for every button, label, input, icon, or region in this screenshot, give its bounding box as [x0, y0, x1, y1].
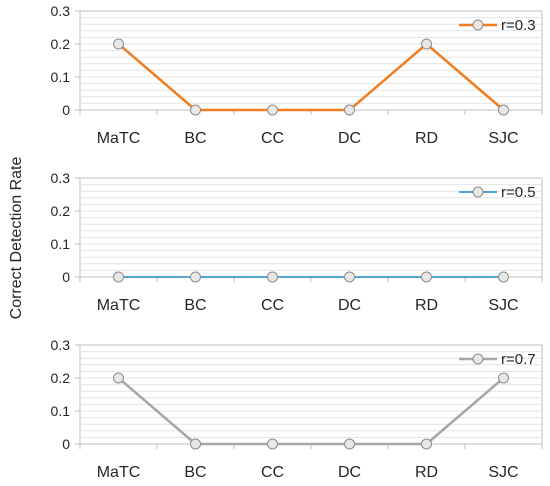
- data-point: [267, 271, 278, 283]
- legend-marker: [472, 353, 484, 365]
- data-point: [498, 271, 509, 283]
- data-point: [113, 271, 124, 283]
- x-tick-label: DC: [338, 297, 361, 314]
- x-tick-label: DC: [338, 464, 361, 481]
- data-point: [267, 438, 278, 450]
- x-tick-label: SJC: [488, 464, 518, 481]
- y-axis-title: Correct Detection Rate: [8, 157, 25, 320]
- x-tick-label: RD: [415, 130, 438, 147]
- x-tick-label: MaTC: [97, 297, 141, 314]
- y-tick-label: 0.3: [51, 170, 71, 186]
- panel-1: 0 0.1 0.2 0.3 MaTC BC CC DC RD SJC r=0.3: [51, 3, 543, 147]
- legend-marker: [472, 19, 484, 31]
- panel-2: 0 0.1 0.2 0.3 MaTC BC CC DC RD SJC r=0.5: [51, 170, 543, 314]
- x-tick-label: CC: [261, 130, 284, 147]
- y-tick-label: 0: [62, 436, 70, 452]
- data-point: [113, 38, 124, 50]
- legend-label: r=0.3: [501, 17, 536, 34]
- data-point: [344, 104, 355, 116]
- x-tick-label: RD: [415, 297, 438, 314]
- x-tick-label: DC: [338, 130, 361, 147]
- data-point: [190, 438, 201, 450]
- y-tick-label: 0.1: [51, 69, 71, 85]
- x-tick-label: SJC: [488, 130, 518, 147]
- data-point: [344, 271, 355, 283]
- y-tick-label: 0: [62, 269, 70, 285]
- x-tick-label: CC: [261, 464, 284, 481]
- data-point: [421, 438, 432, 450]
- data-point: [113, 372, 124, 384]
- x-tick-label: SJC: [488, 297, 518, 314]
- y-tick-label: 0.1: [51, 403, 71, 419]
- series-line: [117, 377, 505, 446]
- y-tick-label: 0.2: [51, 370, 71, 386]
- x-tick-label: MaTC: [97, 464, 141, 481]
- legend-label: r=0.5: [501, 184, 536, 201]
- x-tick-label: CC: [261, 297, 284, 314]
- legend-label: r=0.7: [501, 351, 536, 368]
- x-tick-label: BC: [184, 130, 206, 147]
- x-tick-label: BC: [184, 297, 206, 314]
- y-tick-label: 0.2: [51, 36, 71, 52]
- y-tick-label: 0.2: [51, 203, 71, 219]
- data-point: [267, 104, 278, 116]
- data-point: [344, 438, 355, 450]
- y-tick-label: 0: [62, 102, 70, 118]
- data-point: [498, 104, 509, 116]
- x-tick-label: RD: [415, 464, 438, 481]
- data-point: [421, 271, 432, 283]
- panel-3: 0 0.1 0.2 0.3 MaTC BC CC DC RD SJC r=0.7: [51, 337, 543, 481]
- data-point: [421, 38, 432, 50]
- x-tick-label: MaTC: [97, 130, 141, 147]
- series-line: [117, 42, 505, 112]
- y-tick-label: 0.3: [51, 337, 71, 353]
- data-point: [498, 372, 509, 384]
- x-tick-label: BC: [184, 464, 206, 481]
- data-point: [190, 104, 201, 116]
- legend-marker: [472, 186, 484, 198]
- y-tick-label: 0.3: [51, 3, 71, 19]
- y-tick-label: 0.1: [51, 236, 71, 252]
- data-point: [190, 271, 201, 283]
